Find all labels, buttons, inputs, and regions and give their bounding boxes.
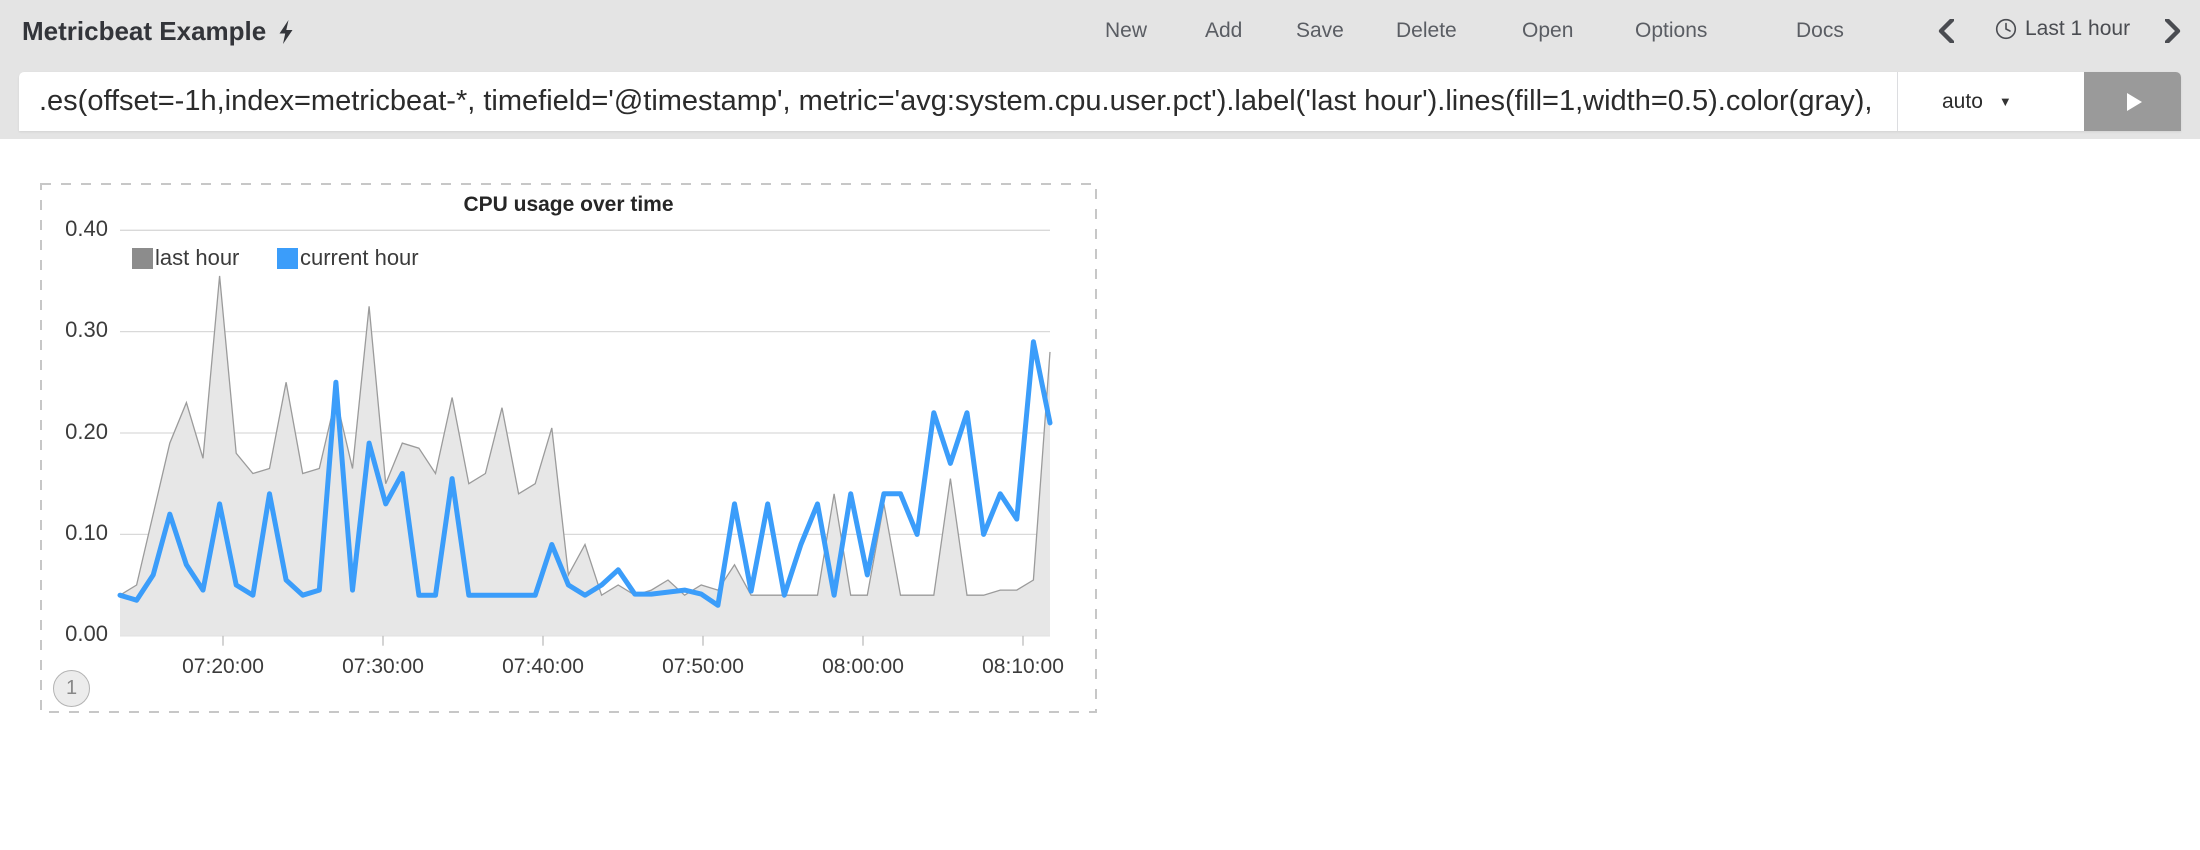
svg-text:0.10: 0.10	[65, 520, 108, 545]
svg-text:0.40: 0.40	[65, 216, 108, 241]
svg-text:current hour: current hour	[300, 245, 419, 270]
svg-text:07:40:00: 07:40:00	[502, 655, 584, 678]
svg-text:07:20:00: 07:20:00	[182, 655, 264, 678]
svg-text:last hour: last hour	[155, 245, 239, 270]
svg-text:0.00: 0.00	[65, 621, 108, 646]
svg-text:0.20: 0.20	[65, 419, 108, 444]
svg-text:07:50:00: 07:50:00	[662, 655, 744, 678]
svg-text:08:00:00: 08:00:00	[822, 655, 904, 678]
svg-text:0.30: 0.30	[65, 317, 108, 342]
svg-text:08:10:00: 08:10:00	[982, 655, 1064, 678]
svg-text:07:30:00: 07:30:00	[342, 655, 424, 678]
